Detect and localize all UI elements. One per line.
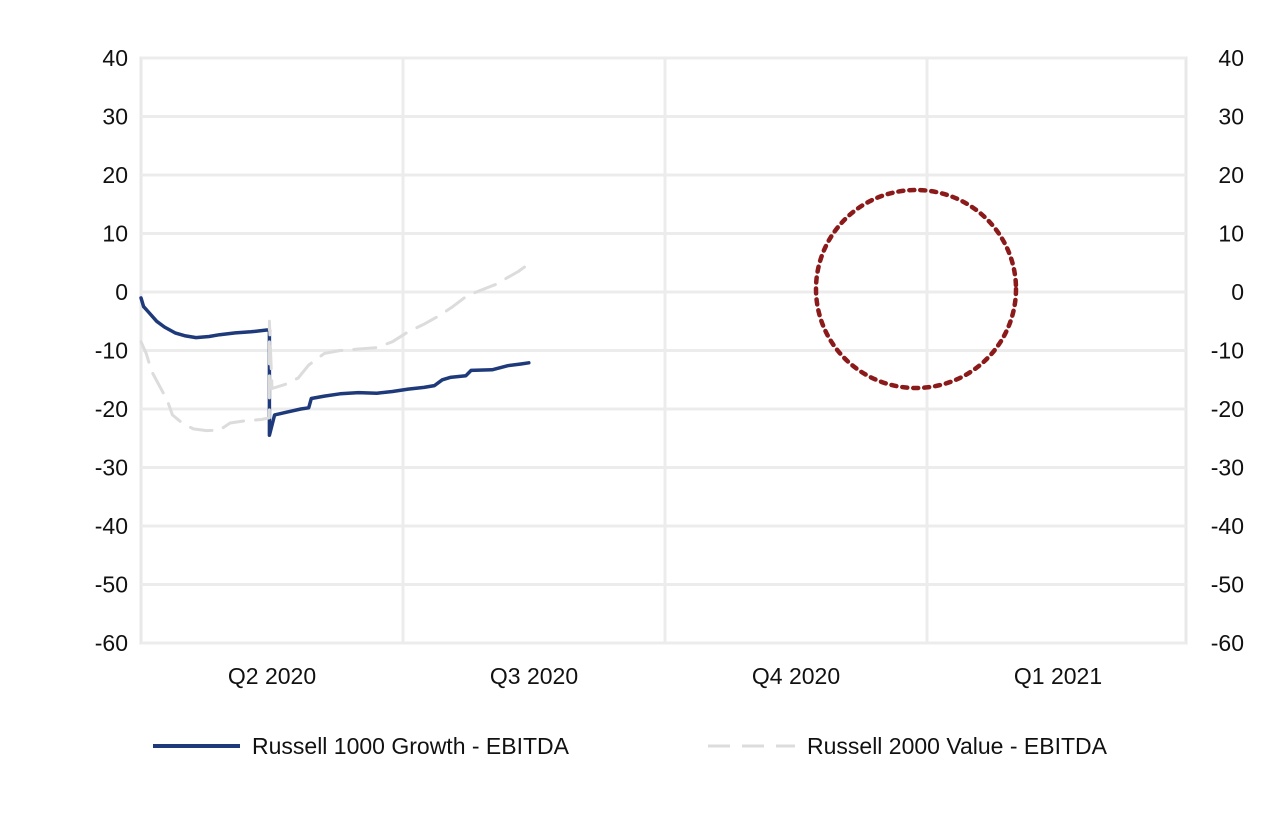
series-layer <box>139 262 531 438</box>
y-tick-label-left: 20 <box>102 162 128 188</box>
y-tick-label-right: -20 <box>1211 396 1244 422</box>
x-axis: Q2 2020 Q3 2020 Q4 2020 Q1 2021 <box>228 663 1102 689</box>
y-tick-label-left: 0 <box>115 279 128 305</box>
y-tick-label-right: 40 <box>1218 45 1244 71</box>
y-tick-label-left: -20 <box>95 396 128 422</box>
y-tick-label-left: -60 <box>95 630 128 656</box>
legend-label-russell-2000-value: Russell 2000 Value - EBITDA <box>807 733 1108 759</box>
y-tick-label-right: -50 <box>1211 572 1244 598</box>
y-axis-left: 40 30 20 10 0 -10 -20 -30 -40 -50 -60 <box>95 45 128 656</box>
y-tick-label-left: -50 <box>95 572 128 598</box>
y-tick-label-right: -10 <box>1211 338 1244 364</box>
y-axis-right: 40 30 20 10 0 -10 -20 -30 -40 -50 -60 <box>1211 45 1244 656</box>
gridlines <box>141 56 1186 645</box>
y-tick-label-right: -30 <box>1211 455 1244 481</box>
x-tick-label: Q1 2021 <box>1014 663 1102 689</box>
y-tick-label-left: -40 <box>95 513 128 539</box>
y-tick-label-right: 30 <box>1218 104 1244 130</box>
y-tick-label-right: -60 <box>1211 630 1244 656</box>
x-tick-label: Q4 2020 <box>752 663 840 689</box>
x-tick-label: Q3 2020 <box>490 663 578 689</box>
y-tick-label-right: 20 <box>1218 162 1244 188</box>
y-tick-label-left: 40 <box>102 45 128 71</box>
highlight-circle <box>813 187 1019 391</box>
y-tick-label-left: 10 <box>102 221 128 247</box>
y-tick-label-left: -30 <box>95 455 128 481</box>
legend: Russell 1000 Growth - EBITDA Russell 2000… <box>153 733 1108 759</box>
series-line-russell-1000-growth <box>139 296 531 438</box>
legend-label-russell-1000-growth: Russell 1000 Growth - EBITDA <box>252 733 570 759</box>
y-tick-label-right: -40 <box>1211 513 1244 539</box>
y-tick-label-left: 30 <box>102 104 128 130</box>
annotation-layer <box>813 187 1019 391</box>
y-tick-label-right: 10 <box>1218 221 1244 247</box>
y-tick-label-right: 0 <box>1231 279 1244 305</box>
series-line-russell-2000-value <box>139 262 531 433</box>
y-tick-label-left: -10 <box>95 338 128 364</box>
x-tick-label: Q2 2020 <box>228 663 316 689</box>
